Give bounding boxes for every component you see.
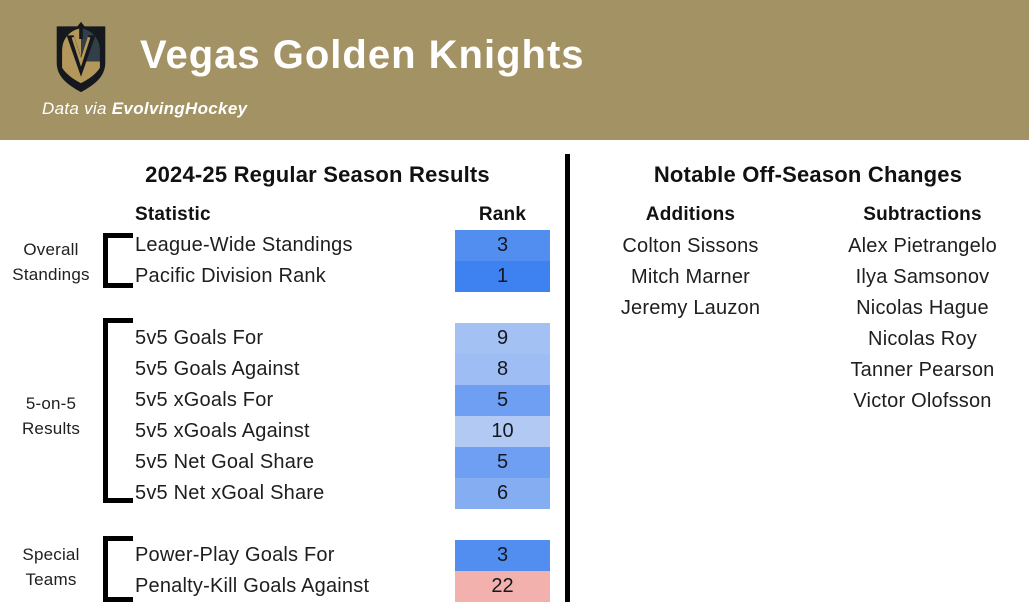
player-name: Alex Pietrangelo <box>848 235 997 257</box>
rank-cell: 8 <box>455 354 550 385</box>
column-header-rank: Rank <box>478 204 527 225</box>
rank-cell: 3 <box>455 540 550 571</box>
player-name: Nicolas Hague <box>856 297 989 319</box>
rank-cell: 9 <box>455 323 550 354</box>
statistic-label: League-Wide Standings <box>135 234 353 256</box>
player-name: Jeremy Lauzon <box>620 297 761 319</box>
group-bracket <box>103 318 133 503</box>
season-results-title: 2024-25 Regular Season Results <box>145 162 490 187</box>
group-bracket <box>103 536 133 602</box>
table-row: 5v5 xGoals Against 10 <box>0 416 565 447</box>
player-name: Mitch Marner <box>630 266 751 288</box>
rank-cell: 22 <box>455 571 550 602</box>
data-credit: Data via EvolvingHockey <box>42 99 247 119</box>
statistic-label: Pacific Division Rank <box>135 265 326 287</box>
player-name: Nicolas Roy <box>868 328 977 350</box>
player-name: Tanner Pearson <box>850 359 995 381</box>
player-name: Colton Sissons <box>622 235 759 257</box>
page-title: Vegas Golden Knights <box>140 33 585 77</box>
table-row: Power-Play Goals For 3 <box>0 540 565 571</box>
subtractions-header: Subtractions <box>863 204 982 225</box>
rank-cell: 10 <box>455 416 550 447</box>
group-label-overall-standings: Overall Standings <box>0 237 102 287</box>
table-row: Pacific Division Rank 1 <box>0 261 565 292</box>
player-name: Victor Olofsson <box>853 390 992 412</box>
additions-header: Additions <box>645 204 736 225</box>
group-label-line: Standings <box>12 265 90 284</box>
group-label-line: Overall <box>23 240 79 259</box>
player-name: Ilya Samsonov <box>855 266 990 288</box>
statistic-label: 5v5 Goals Against <box>135 358 300 380</box>
data-credit-prefix: Data via <box>42 99 112 118</box>
rank-cell: 3 <box>455 230 550 261</box>
statistic-label: Power-Play Goals For <box>135 544 335 566</box>
statistic-label: 5v5 Goals For <box>135 327 264 349</box>
rank-cell: 1 <box>455 261 550 292</box>
rank-cell: 5 <box>455 385 550 416</box>
table-row: 5v5 Goals For 9 <box>0 323 565 354</box>
panel-divider <box>565 154 570 602</box>
group-label-line: Results <box>21 419 81 438</box>
group-bracket <box>103 233 133 288</box>
statistic-label: 5v5 Net Goal Share <box>135 451 315 473</box>
group-label-5on5-results: 5-on-5 Results <box>0 391 102 441</box>
header-banner: Vegas Golden Knights Data via EvolvingHo… <box>0 0 1029 140</box>
data-credit-brand: EvolvingHockey <box>111 99 248 118</box>
statistic-label: Penalty-Kill Goals Against <box>135 575 370 597</box>
table-row: 5v5 Net Goal Share 5 <box>0 447 565 478</box>
rank-cell: 6 <box>455 478 550 509</box>
table-row: League-Wide Standings 3 <box>0 230 565 261</box>
group-label-special-teams: Special Teams <box>0 542 102 592</box>
statistic-label: 5v5 xGoals For <box>135 389 274 411</box>
rank-cell: 5 <box>455 447 550 478</box>
group-label-line: 5-on-5 <box>25 394 77 413</box>
table-row: 5v5 Net xGoal Share 6 <box>0 478 565 509</box>
offseason-title: Notable Off-Season Changes <box>653 162 963 187</box>
vgk-shield-logo <box>56 21 106 93</box>
statistic-label: 5v5 xGoals Against <box>135 420 310 442</box>
table-row: 5v5 xGoals For 5 <box>0 385 565 416</box>
group-label-line: Teams <box>25 570 77 589</box>
column-header-statistic: Statistic <box>135 204 211 225</box>
table-row: Penalty-Kill Goals Against 22 <box>0 571 565 602</box>
group-label-line: Special <box>22 545 80 564</box>
statistic-label: 5v5 Net xGoal Share <box>135 482 325 504</box>
table-row: 5v5 Goals Against 8 <box>0 354 565 385</box>
